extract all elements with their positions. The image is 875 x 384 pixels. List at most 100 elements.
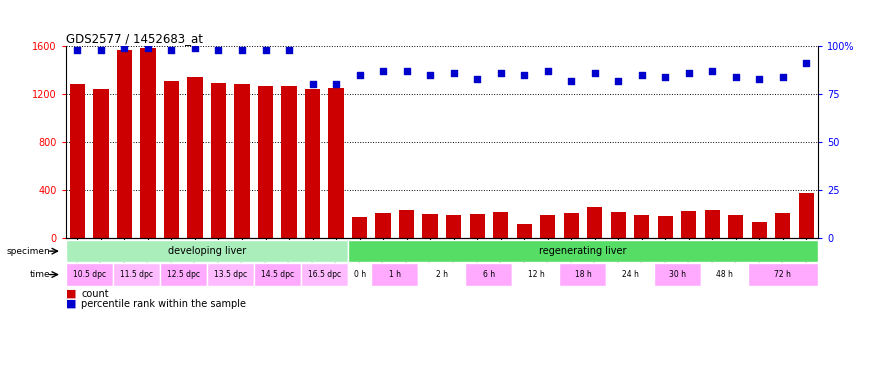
Bar [681, 211, 696, 238]
Text: percentile rank within the sample: percentile rank within the sample [81, 299, 247, 309]
Point [235, 47, 249, 53]
Bar [775, 214, 790, 238]
Text: 16.5 dpc: 16.5 dpc [308, 270, 341, 279]
Text: 0 h: 0 h [354, 270, 366, 279]
Bar [654, 263, 701, 286]
Bar [587, 207, 602, 238]
Bar [375, 213, 391, 238]
Point [776, 74, 790, 80]
Point [800, 60, 814, 66]
Bar [446, 215, 461, 238]
Bar [328, 88, 344, 238]
Point [705, 68, 719, 74]
Bar [348, 263, 371, 286]
Text: 18 h: 18 h [575, 270, 592, 279]
Point [94, 47, 108, 53]
Text: 11.5 dpc: 11.5 dpc [120, 270, 152, 279]
Bar [513, 263, 559, 286]
Bar [658, 217, 673, 238]
Bar [728, 215, 744, 238]
Point [305, 81, 319, 88]
Point [424, 72, 438, 78]
Bar [164, 81, 179, 238]
Point [258, 47, 272, 53]
Text: 1 h: 1 h [388, 270, 401, 279]
Text: 2 h: 2 h [436, 270, 448, 279]
Point [212, 47, 226, 53]
Point [588, 70, 602, 76]
Text: 6 h: 6 h [483, 270, 495, 279]
Text: 13.5 dpc: 13.5 dpc [214, 270, 247, 279]
Point [70, 47, 84, 53]
Bar [493, 212, 508, 238]
Point [282, 47, 296, 53]
Point [446, 70, 460, 76]
Bar [418, 263, 466, 286]
Point [400, 68, 414, 74]
Text: 48 h: 48 h [716, 270, 732, 279]
Bar [540, 215, 556, 238]
Point [117, 45, 131, 51]
Bar [470, 214, 485, 238]
Point [470, 76, 484, 82]
Point [188, 45, 202, 51]
Bar [752, 222, 767, 238]
Point [376, 68, 390, 74]
Point [541, 68, 555, 74]
Bar [234, 84, 249, 238]
Bar [304, 89, 320, 238]
Text: ■: ■ [66, 289, 76, 299]
Bar [606, 263, 654, 286]
Point [329, 81, 343, 88]
Bar [301, 263, 348, 286]
Point [353, 72, 367, 78]
Point [493, 70, 507, 76]
Bar [423, 214, 438, 238]
Bar [211, 83, 226, 238]
Text: 14.5 dpc: 14.5 dpc [261, 270, 294, 279]
Point [634, 72, 648, 78]
Point [164, 47, 178, 53]
Bar [559, 263, 606, 286]
Bar [116, 50, 132, 238]
Bar [206, 263, 254, 286]
Bar [399, 210, 414, 238]
Point [729, 74, 743, 80]
Bar [258, 86, 273, 238]
Text: 12.5 dpc: 12.5 dpc [167, 270, 200, 279]
Point [658, 74, 672, 80]
Bar [140, 48, 156, 238]
Point [752, 76, 766, 82]
Text: 24 h: 24 h [621, 270, 639, 279]
Bar [564, 214, 579, 238]
Text: developing liver: developing liver [168, 246, 246, 256]
Text: 10.5 dpc: 10.5 dpc [73, 270, 106, 279]
Bar [634, 215, 649, 238]
Bar [282, 86, 297, 238]
Point [564, 78, 578, 84]
Text: regenerating liver: regenerating liver [539, 246, 626, 256]
Text: count: count [81, 289, 109, 299]
Bar [466, 263, 513, 286]
Text: 72 h: 72 h [774, 270, 791, 279]
Bar [611, 212, 626, 238]
Bar [747, 263, 818, 286]
Point [682, 70, 696, 76]
Bar [371, 263, 418, 286]
Bar [352, 217, 367, 238]
Bar [187, 77, 203, 238]
Bar [66, 240, 348, 262]
Bar [799, 193, 814, 238]
Text: ■: ■ [66, 299, 76, 309]
Bar [254, 263, 301, 286]
Bar [94, 89, 108, 238]
Point [141, 45, 155, 51]
Bar [66, 263, 113, 286]
Bar [70, 84, 85, 238]
Bar [516, 223, 532, 238]
Bar [113, 263, 160, 286]
Text: 12 h: 12 h [528, 270, 544, 279]
Bar [701, 263, 747, 286]
Text: GDS2577 / 1452683_at: GDS2577 / 1452683_at [66, 32, 203, 45]
Point [612, 78, 626, 84]
